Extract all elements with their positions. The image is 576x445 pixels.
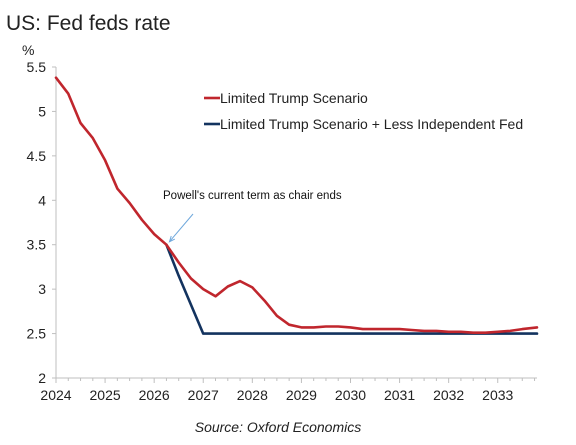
- y-tick-label: 3.5: [27, 237, 47, 253]
- y-axis: 2 2.5 3 3.5 4 4.5 5 5.5: [27, 59, 57, 386]
- y-axis-unit: %: [22, 42, 34, 58]
- y-tick-label: 5: [38, 103, 46, 119]
- series-layer: [54, 76, 539, 335]
- legend-label: Limited Trump Scenario + Less Independen…: [220, 116, 523, 132]
- x-tick-label: 2032: [433, 387, 464, 403]
- x-axis: 2024 2025 2026 2027 2028 2029 2030 2031 2032 2033: [40, 377, 537, 403]
- x-tick-label: 2024: [40, 387, 71, 403]
- x-tick-label: 2030: [335, 387, 366, 403]
- annotation-arrow: [169, 213, 194, 243]
- annotation-label: Powell's current term as chair ends: [163, 190, 342, 202]
- x-tick-label: 2027: [188, 387, 219, 403]
- chart-title: US: Fed feds rate: [6, 12, 171, 35]
- x-tick-label: 2025: [90, 387, 121, 403]
- y-tick-label: 4: [38, 192, 46, 208]
- legend-label: Limited Trump Scenario: [220, 90, 368, 106]
- annotation-layer: Powell's current term as chair ends: [163, 190, 342, 243]
- x-tick-label: 2033: [482, 387, 513, 403]
- y-tick-label: 2.5: [27, 326, 47, 342]
- series-line-2: [165, 243, 539, 335]
- legend: Limited Trump Scenario Limited Trump Scen…: [204, 90, 523, 132]
- y-tick-label: 2: [38, 370, 46, 386]
- y-tick-label: 4.5: [27, 148, 47, 164]
- annotation-arrowhead: [168, 235, 176, 243]
- y-tick-label: 3: [38, 281, 46, 297]
- source-note: Source: Oxford Economics: [195, 419, 362, 435]
- series-line-1: [54, 76, 539, 335]
- x-tick-label: 2029: [286, 387, 317, 403]
- x-tick-label: 2028: [237, 387, 268, 403]
- x-tick-label: 2026: [139, 387, 170, 403]
- x-tick-label: 2031: [384, 387, 415, 403]
- y-tick-label: 5.5: [27, 59, 47, 75]
